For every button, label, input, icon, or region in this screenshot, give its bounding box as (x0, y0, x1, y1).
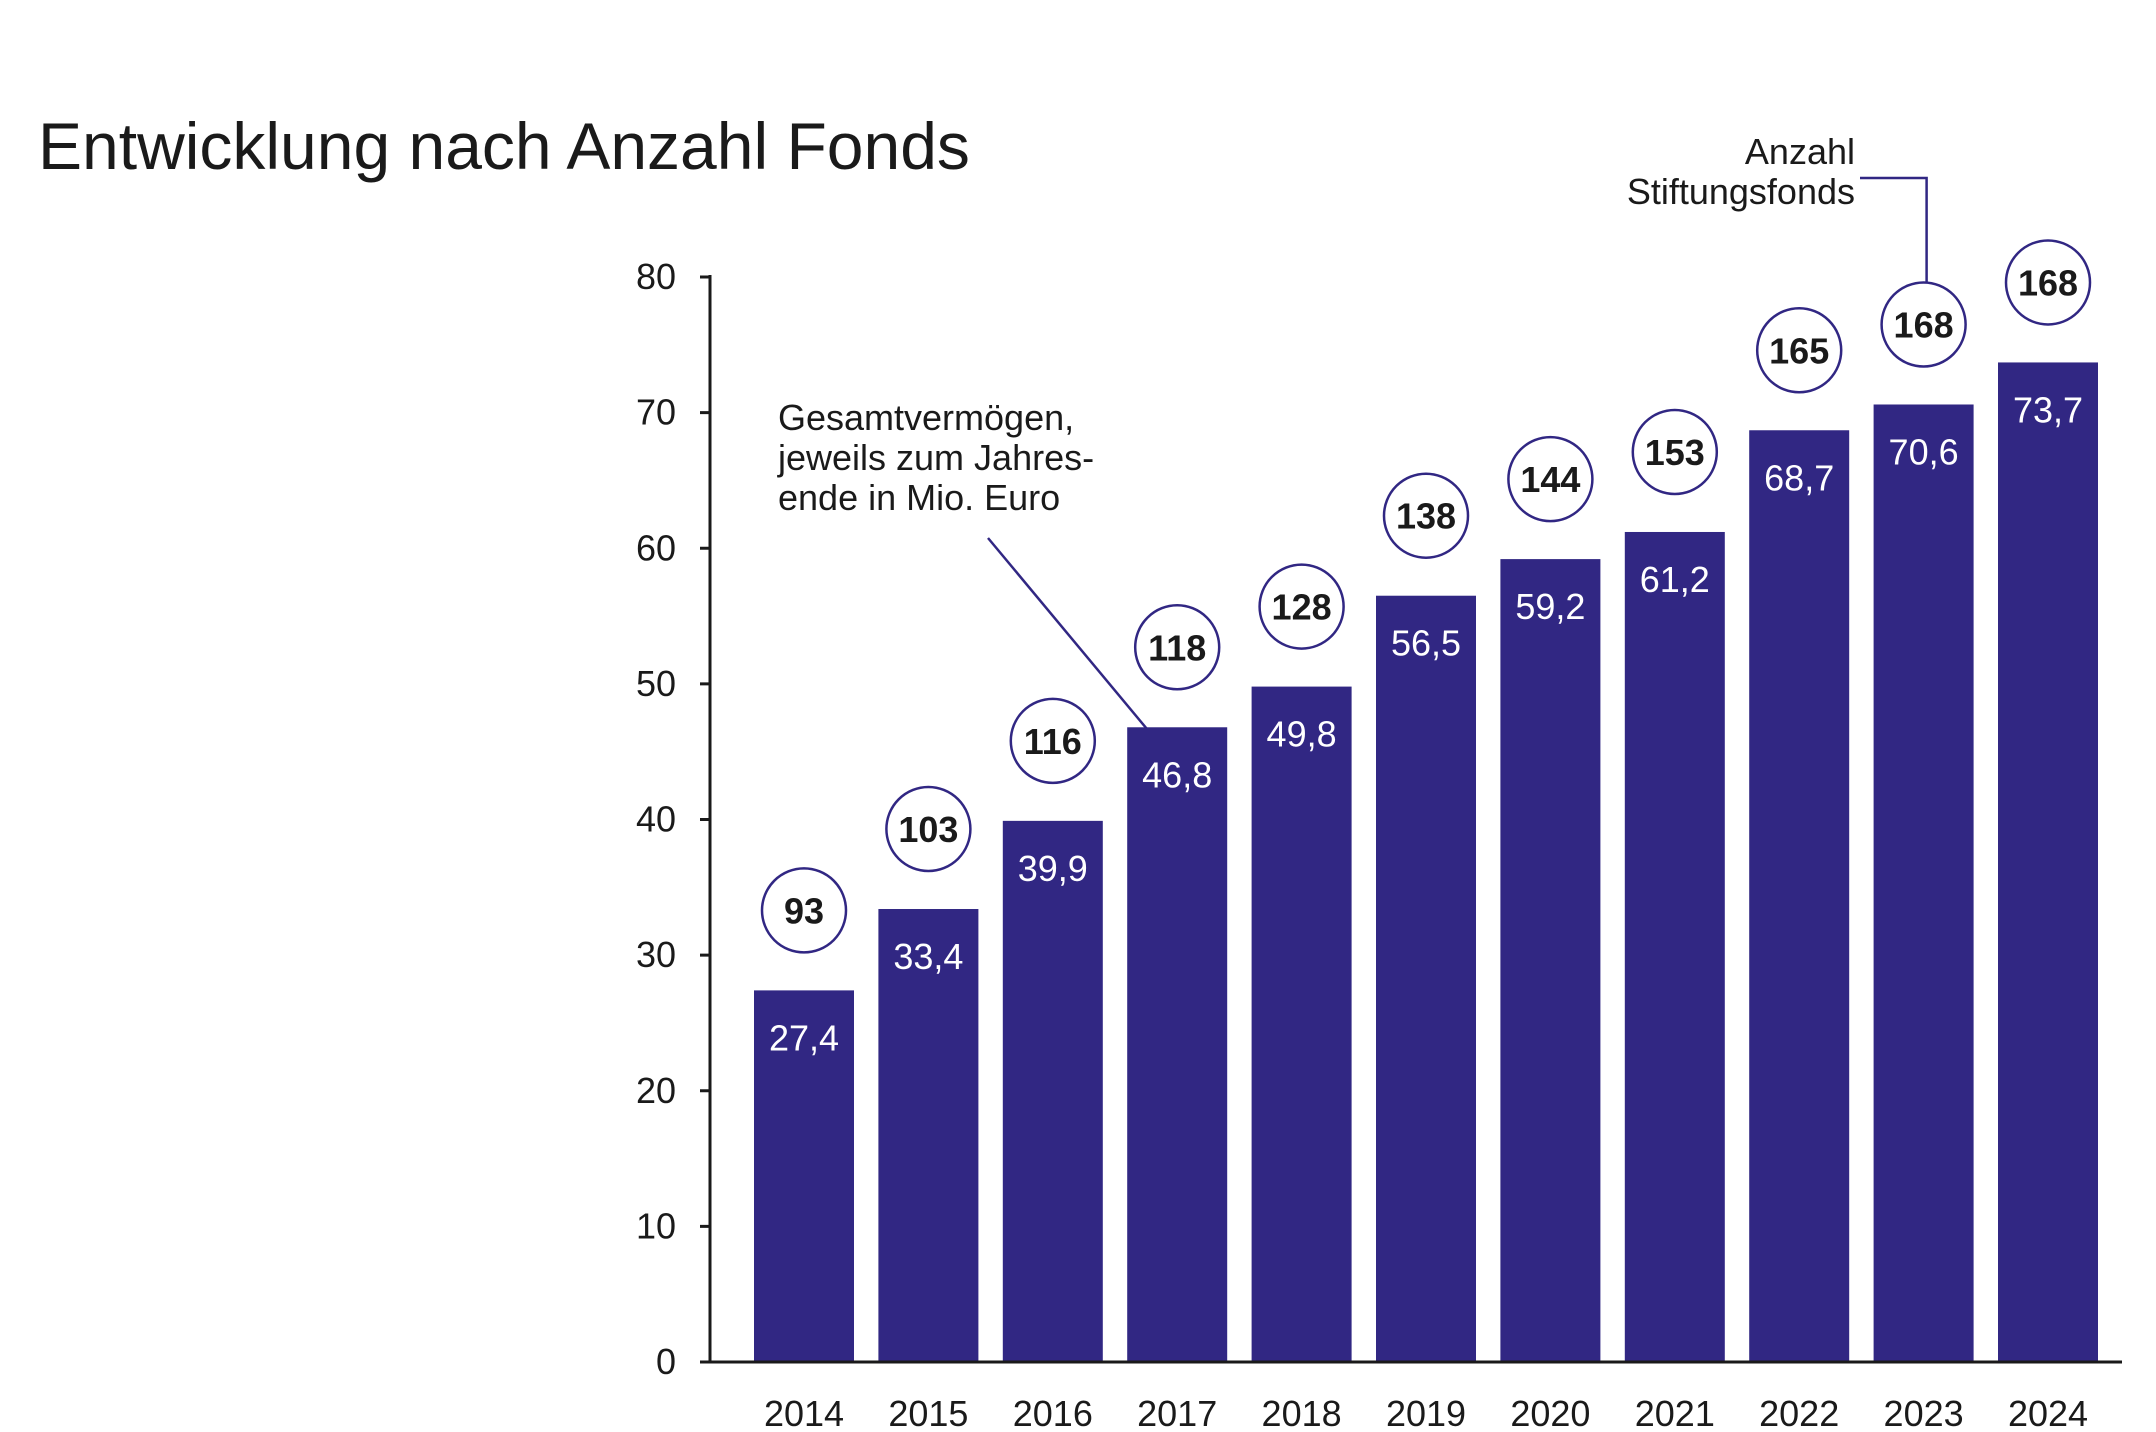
bar-value-label: 33,4 (893, 936, 963, 977)
y-tick-label: 10 (636, 1205, 676, 1246)
fund-count-label: 128 (1272, 587, 1332, 628)
bar (1998, 362, 2098, 1363)
x-tick-label: 2022 (1759, 1393, 1839, 1432)
fund-count-label: 118 (1148, 627, 1206, 668)
fund-count-bubbles: 93 103 116 118 128 138 144 153 165 168 168 (760, 239, 2092, 954)
fund-count-circle (1880, 281, 1967, 368)
bar (1002, 820, 1103, 1362)
bar (1376, 595, 1476, 1362)
x-tick-label: 2023 (1884, 1393, 1964, 1432)
y-tick-label: 60 (636, 527, 676, 568)
fund-count-circle (2004, 239, 2092, 326)
x-tick-label: 2017 (1137, 1393, 1217, 1432)
y-tick-label: 20 (636, 1070, 676, 1111)
bar-value-label: 39,9 (1018, 848, 1088, 889)
x-tick-label: 2015 (888, 1393, 968, 1432)
funds-annotation: Anzahl Stiftungsfonds (1550, 132, 1855, 212)
bar (1500, 559, 1601, 1362)
fund-count-circle (1631, 408, 1719, 496)
x-tick-label: 2016 (1013, 1393, 1093, 1432)
fund-count-label: 138 (1396, 496, 1456, 537)
fund-count-circle (1258, 563, 1345, 650)
y-tick-label: 80 (636, 256, 676, 297)
fund-count-label: 144 (1520, 459, 1580, 500)
fund-count-label: 165 (1769, 330, 1829, 371)
bar-value-label: 68,7 (1764, 457, 1834, 498)
x-tick-label: 2018 (1262, 1393, 1342, 1432)
bar-value-label: 59,2 (1515, 586, 1585, 627)
fund-count-circle (1133, 604, 1221, 691)
bar (1624, 531, 1725, 1362)
fund-count-label: 153 (1645, 432, 1705, 473)
bar-value-label: 70,6 (1889, 431, 1959, 472)
funds-annotation-leader (1860, 176, 1928, 283)
y-tick-label: 50 (636, 663, 676, 704)
fund-count-label: 103 (898, 809, 958, 850)
y-tick-label: 30 (636, 934, 676, 975)
x-tick-label: 2020 (1510, 1393, 1590, 1432)
x-tick-label: 2024 (2008, 1393, 2088, 1432)
fund-count-circle (1382, 472, 1470, 559)
bar-value-label: 46,8 (1142, 754, 1212, 795)
fund-count-label: 168 (1894, 304, 1954, 345)
bar-value-label: 56,5 (1391, 623, 1461, 664)
fund-count-circle (885, 785, 972, 873)
fund-count-label: 168 (2018, 262, 2078, 303)
y-tick-label: 70 (636, 392, 676, 433)
fund-count-circle (1507, 435, 1594, 523)
fund-count-circle (1755, 307, 1843, 394)
fund-count-label: 116 (1024, 721, 1082, 762)
y-tick-label: 40 (636, 799, 676, 840)
assets-annotation-leader (987, 537, 1149, 731)
x-tick-label: 2021 (1635, 1393, 1715, 1432)
axes: 0 10 20 30 40 50 60 70 80 2014 2015 2016 2017 2018 201… (636, 256, 2122, 1432)
x-tick-label: 2019 (1386, 1393, 1466, 1432)
bar-value-label: 27,4 (769, 1017, 839, 1058)
assets-annotation-line: ende in Mio. Euro (778, 477, 1061, 518)
bar (878, 909, 979, 1362)
bars: 27,4 33,4 39,9 46,8 49,8 56,5 59,2 61,2 68,7 70,6… (754, 362, 2098, 1363)
bar (1749, 430, 1850, 1363)
y-tick-label: 0 (656, 1341, 676, 1382)
bar (754, 990, 854, 1362)
bar (1873, 404, 1974, 1362)
assets-annotation-line: Gesamtvermögen, (778, 397, 1075, 438)
funds-annotation-line: Stiftungsfonds (1626, 171, 1855, 212)
funds-annotation-line: Anzahl (1744, 131, 1855, 172)
fund-count-circle (760, 867, 848, 954)
bar-value-label: 61,2 (1640, 559, 1710, 600)
chart-title: Entwicklung nach Anzahl Fonds (38, 109, 970, 183)
assets-annotation-line: jeweils zum Jahres- (778, 437, 1095, 478)
x-tick-label: 2014 (764, 1393, 844, 1432)
annotation-leaders (987, 176, 1928, 731)
bar-value-label: 73,7 (2013, 389, 2083, 430)
bar (1251, 686, 1352, 1362)
bar-value-label: 49,8 (1267, 714, 1337, 755)
fund-count-circle (1009, 697, 1097, 785)
bar (1127, 727, 1228, 1362)
fund-count-label: 93 (784, 890, 824, 931)
assets-annotation: Gesamtvermögen, jeweils zum Jahres- ende… (778, 398, 1094, 518)
